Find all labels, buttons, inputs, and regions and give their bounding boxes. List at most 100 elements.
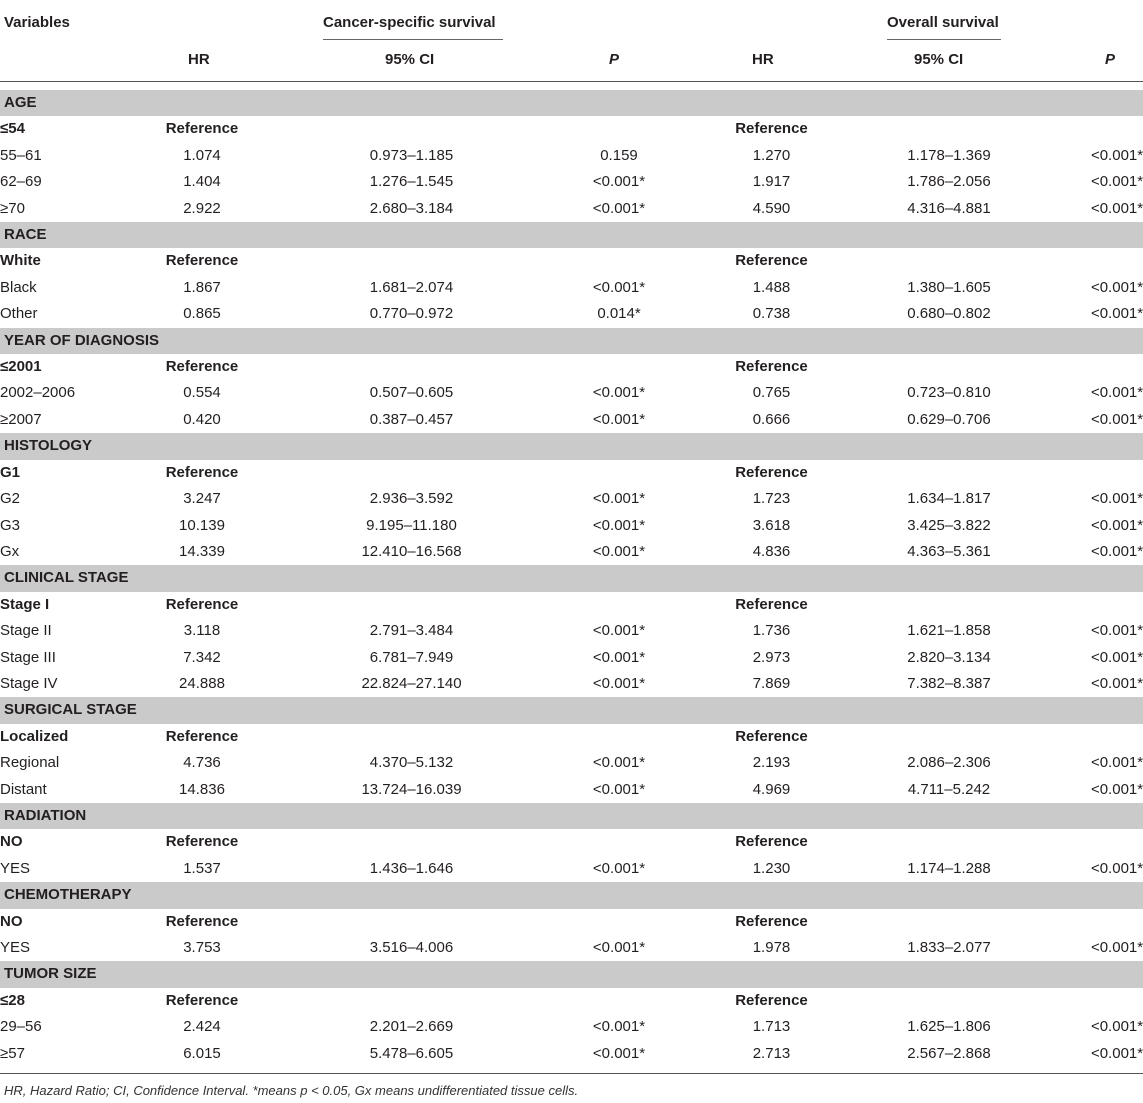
ci-css-cell: 4.370–5.132 bbox=[369, 754, 454, 772]
p-css-cell bbox=[574, 909, 664, 935]
p-css-cell: <0.001* bbox=[592, 780, 646, 798]
row-label: YES bbox=[0, 939, 31, 956]
p-css-cell: <0.001* bbox=[592, 199, 646, 217]
hr-os-cell: Reference bbox=[735, 252, 808, 270]
p-os-cell: <0.001* bbox=[1090, 1018, 1143, 1036]
header-variables: Variables bbox=[4, 14, 70, 31]
hr-css-cell: 0.554 bbox=[183, 384, 221, 402]
hr-css-cell: 24.888 bbox=[179, 674, 225, 692]
ci-os-cell bbox=[879, 354, 1019, 380]
hr-os-cell: 1.270 bbox=[752, 146, 791, 164]
table-footnote: HR, Hazard Ratio; CI, Confidence Interva… bbox=[4, 1083, 579, 1098]
section-title: SURGICAL STAGE bbox=[0, 697, 1143, 724]
p-os-cell bbox=[1019, 460, 1143, 486]
p-os-cell bbox=[1019, 988, 1143, 1014]
ci-css-cell bbox=[249, 724, 574, 750]
row-label: G3 bbox=[0, 516, 21, 534]
table-row: 29–56 2.424 2.201–2.669 <0.001* 1.713 1.625–1… bbox=[0, 1014, 1143, 1040]
ci-css-cell bbox=[249, 116, 574, 142]
table-row: ≥57 6.015 5.478–6.605 <0.001* 2.713 2.567–2.8… bbox=[0, 1041, 1143, 1067]
row-label: G2 bbox=[0, 490, 21, 508]
p-css-cell: 0.014* bbox=[597, 305, 641, 323]
hr-css-cell: 7.342 bbox=[183, 648, 221, 666]
section-header: HISTOLOGY bbox=[0, 433, 1143, 460]
table-row: ≤2001 Reference Reference bbox=[0, 354, 1143, 380]
header-overall-survival: Overall survival bbox=[887, 14, 999, 31]
hr-os-cell: Reference bbox=[735, 463, 808, 481]
hr-os-cell: Reference bbox=[735, 595, 808, 613]
ci-os-cell: 4.711–5.242 bbox=[907, 780, 991, 798]
ci-os-cell: 0.629–0.706 bbox=[907, 410, 991, 428]
hr-css-cell: 0.865 bbox=[183, 305, 221, 323]
ci-css-cell bbox=[249, 829, 574, 855]
hr-os-cell: 1.978 bbox=[752, 939, 791, 956]
ci-os-cell: 2.820–3.134 bbox=[907, 648, 991, 666]
p-css-cell bbox=[574, 724, 664, 750]
ci-css-cell bbox=[249, 592, 574, 618]
hr-css-cell: Reference bbox=[165, 120, 239, 138]
ci-css-cell: 2.791–3.484 bbox=[369, 622, 454, 640]
hr-css-cell: 1.867 bbox=[183, 278, 221, 296]
table-row: YES 3.753 3.516–4.006 <0.001* 1.978 1.833–2.0… bbox=[0, 935, 1143, 961]
table-row: Localized Reference Reference bbox=[0, 724, 1143, 750]
hr-css-cell: Reference bbox=[165, 991, 239, 1009]
hr-os-cell: 2.193 bbox=[752, 754, 791, 772]
hr-os-cell: 1.488 bbox=[752, 278, 791, 296]
p-css-cell: <0.001* bbox=[592, 859, 646, 877]
table-row: 55–61 1.074 0.973–1.185 0.159 1.270 1.178–1.3… bbox=[0, 143, 1143, 169]
row-label: ≥2007 bbox=[0, 410, 42, 428]
section-header: CHEMOTHERAPY bbox=[0, 882, 1143, 909]
p-css-cell: <0.001* bbox=[592, 622, 646, 640]
table-row: G2 3.247 2.936–3.592 <0.001* 1.723 1.634–1.81… bbox=[0, 486, 1143, 512]
ci-os-cell bbox=[879, 592, 1019, 618]
hr-os-cell: 0.738 bbox=[752, 305, 791, 323]
ci-os-cell: 1.621–1.858 bbox=[907, 622, 991, 640]
table-row: ≥2007 0.420 0.387–0.457 <0.001* 0.666 0.629–0… bbox=[0, 407, 1143, 433]
p-os-cell bbox=[1019, 829, 1143, 855]
ci-css-cell: 0.387–0.457 bbox=[369, 410, 454, 428]
section-header: TUMOR SIZE bbox=[0, 961, 1143, 988]
header-hr-css: HR bbox=[188, 51, 210, 68]
p-css-cell bbox=[574, 354, 664, 380]
row-label: ≥57 bbox=[0, 1044, 25, 1062]
table-row: YES 1.537 1.436–1.646 <0.001* 1.230 1.174–1.2… bbox=[0, 856, 1143, 882]
header-cancer-specific-survival: Cancer-specific survival bbox=[323, 14, 496, 31]
row-label: Stage I bbox=[0, 595, 50, 613]
row-label: ≤2001 bbox=[0, 358, 42, 376]
row-label: Localized bbox=[0, 727, 69, 745]
p-os-cell: <0.001* bbox=[1090, 305, 1143, 323]
hr-os-cell: 1.723 bbox=[752, 490, 791, 508]
table-row: Black 1.867 1.681–2.074 <0.001* 1.488 1.380–1… bbox=[0, 275, 1143, 301]
row-label: Stage IV bbox=[0, 674, 58, 692]
p-os-cell: <0.001* bbox=[1090, 648, 1143, 666]
ci-css-cell: 12.410–16.568 bbox=[361, 542, 462, 560]
ci-os-cell: 0.680–0.802 bbox=[907, 305, 991, 323]
p-os-cell: <0.001* bbox=[1090, 278, 1143, 296]
hr-os-cell: 1.736 bbox=[752, 622, 791, 640]
hr-css-cell: 14.339 bbox=[179, 542, 225, 560]
header-ci-os: 95% CI bbox=[914, 51, 964, 68]
p-css-cell: <0.001* bbox=[592, 516, 646, 534]
ci-css-cell: 22.824–27.140 bbox=[361, 674, 462, 692]
ci-os-cell: 1.833–2.077 bbox=[907, 939, 991, 956]
hr-os-cell: 1.917 bbox=[752, 173, 791, 191]
hr-os-cell: 4.590 bbox=[752, 199, 791, 217]
table-row: ≤28 Reference Reference bbox=[0, 988, 1143, 1014]
ci-css-cell: 0.770–0.972 bbox=[369, 305, 454, 323]
ci-css-cell: 3.516–4.006 bbox=[369, 939, 454, 956]
ci-os-cell: 2.086–2.306 bbox=[907, 754, 991, 772]
ci-os-cell bbox=[879, 460, 1019, 486]
ci-os-cell: 1.625–1.806 bbox=[907, 1018, 991, 1036]
p-os-cell bbox=[1019, 909, 1143, 935]
p-os-cell: <0.001* bbox=[1090, 939, 1143, 956]
hr-css-cell: Reference bbox=[165, 463, 239, 481]
section-title: HISTOLOGY bbox=[0, 433, 1143, 460]
hr-os-cell: 1.713 bbox=[752, 1018, 791, 1036]
row-label: ≤54 bbox=[0, 120, 25, 138]
hr-os-cell: 2.973 bbox=[752, 648, 791, 666]
hr-css-cell: 3.118 bbox=[183, 622, 221, 640]
ci-os-cell: 1.634–1.817 bbox=[907, 490, 991, 508]
hr-css-cell: Reference bbox=[165, 912, 239, 930]
table-row: Stage III 7.342 6.781–7.949 <0.001* 2.973 2.8… bbox=[0, 645, 1143, 671]
hr-os-cell: 4.969 bbox=[752, 780, 791, 798]
